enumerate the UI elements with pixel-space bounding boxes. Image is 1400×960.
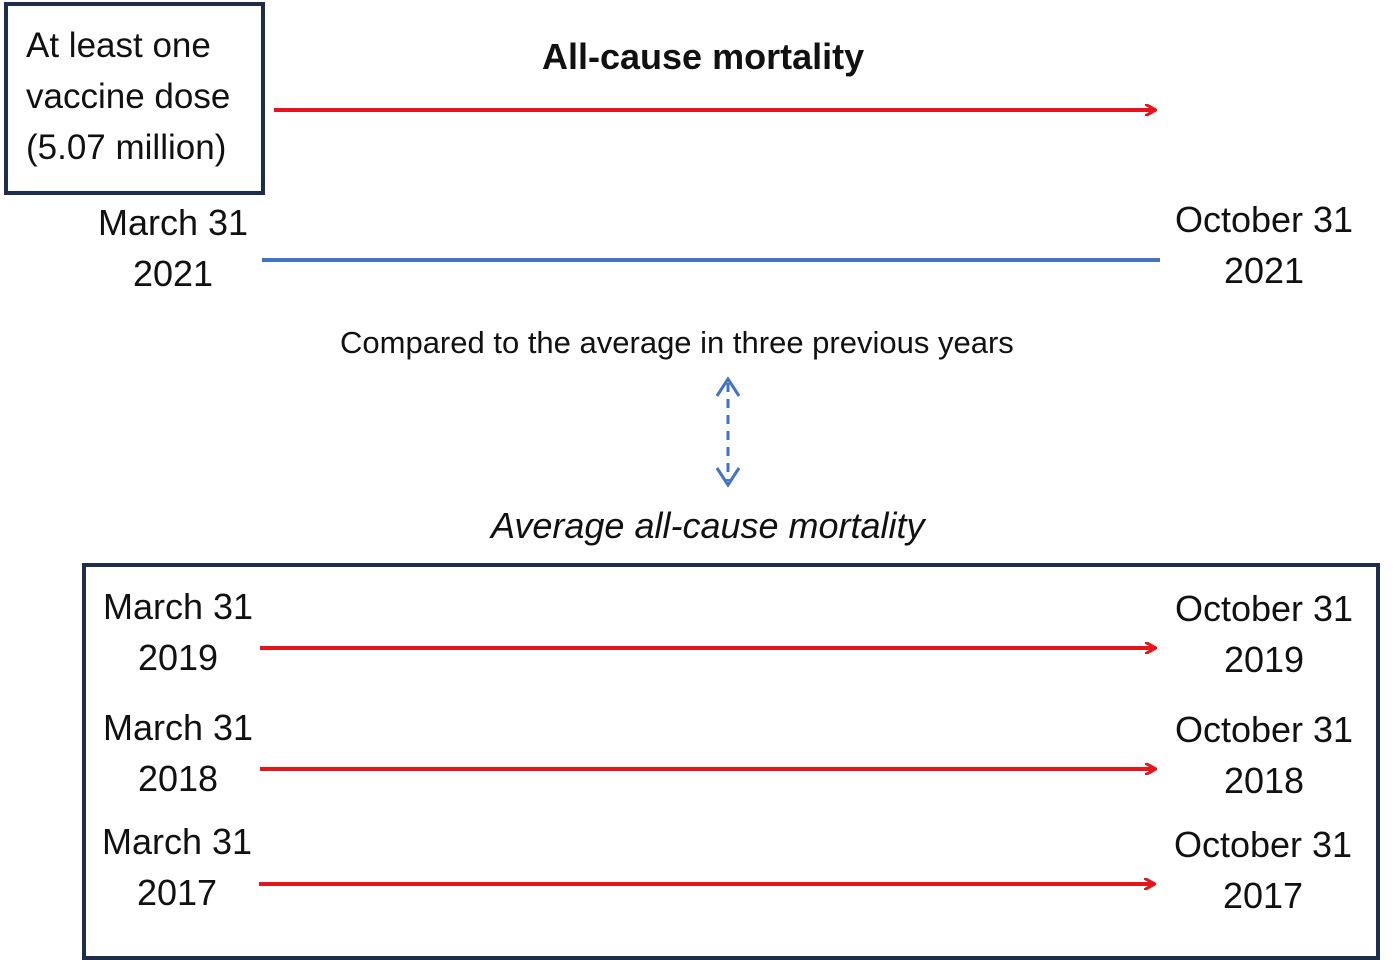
- comparison-note: Compared to the average in three previou…: [340, 325, 1014, 360]
- start-date-2018-year: 2018: [137, 758, 219, 799]
- vaccine-dose-line-3: (5.07 million): [26, 128, 227, 167]
- end-date-2021-month: October 31: [1174, 199, 1354, 240]
- end-date-2021-year: 2021: [1223, 250, 1305, 291]
- end-date-2017-year: 2017: [1222, 875, 1304, 916]
- vaccine-dose-line-2: vaccine dose: [26, 77, 231, 116]
- reference-periods-box: [82, 563, 1380, 960]
- start-date-2019-year: 2019: [137, 637, 219, 678]
- start-date-2021-month: March 31: [97, 202, 249, 243]
- start-date-2021-year: 2021: [132, 253, 214, 294]
- vaccine-dose-line-1: At least one: [26, 26, 211, 65]
- end-date-2019-month: October 31: [1174, 588, 1354, 629]
- average-mortality-title: Average all-cause mortality: [491, 505, 925, 546]
- end-date-2019-year: 2019: [1223, 639, 1305, 680]
- start-date-2017-month: March 31: [101, 821, 253, 862]
- start-date-2019-month: March 31: [102, 586, 254, 627]
- vaccine-dose-box: [4, 2, 265, 195]
- comparison-arrowhead-up: [715, 376, 741, 397]
- all-cause-mortality-title: All-cause mortality: [542, 36, 865, 77]
- end-date-2018-month: October 31: [1174, 709, 1354, 750]
- comparison-arrowhead-down: [715, 467, 741, 488]
- end-date-2018-year: 2018: [1223, 760, 1305, 801]
- end-date-2017-month: October 31: [1173, 824, 1353, 865]
- start-date-2018-month: March 31: [102, 707, 254, 748]
- start-date-2017-year: 2017: [136, 872, 218, 913]
